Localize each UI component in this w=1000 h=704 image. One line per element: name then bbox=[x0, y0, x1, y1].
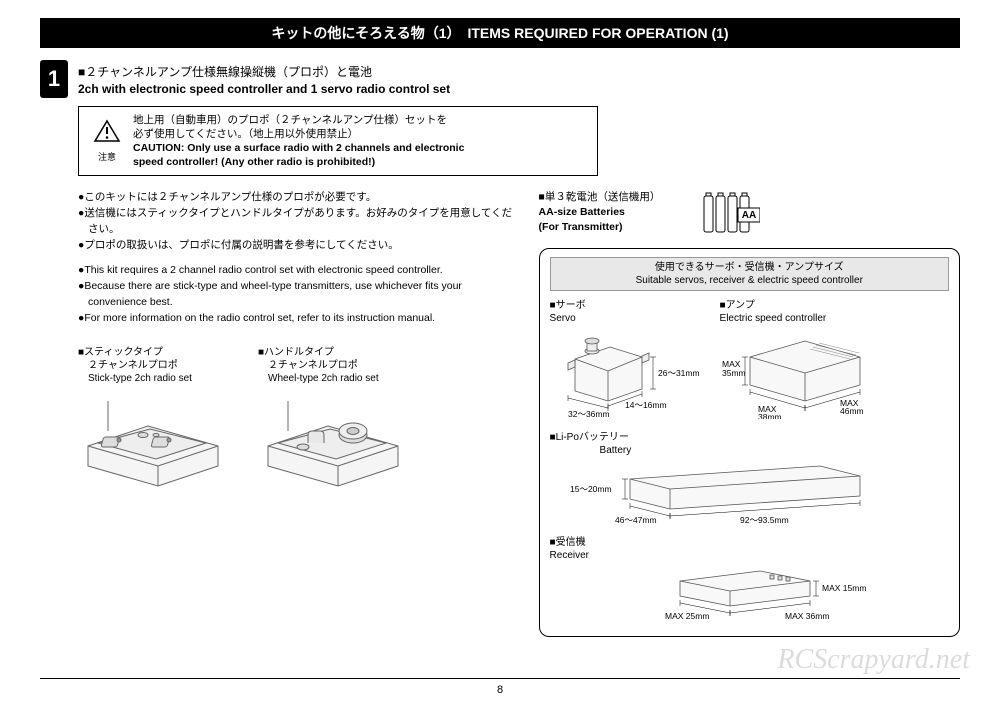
lipo-illustration: 15～20mm 46～47mm 92～93.5mm bbox=[550, 461, 900, 536]
aa-label: AA bbox=[742, 210, 756, 221]
rx-en: Receiver bbox=[550, 549, 949, 562]
warning-triangle-icon bbox=[89, 119, 125, 148]
lipo-en: Battery bbox=[550, 444, 949, 457]
lipo-h: 15～20mm bbox=[570, 484, 612, 494]
stick-radio-item: ■スティックタイプ ２チャンネルプロポ Stick-type 2ch radio… bbox=[78, 346, 228, 496]
esc-illustration: MAX 35mm MAX 38mm MAX 46mm bbox=[720, 329, 890, 419]
stick-radio-illustration bbox=[78, 391, 228, 496]
stick-en: Stick-type 2ch radio set bbox=[78, 372, 228, 385]
main-columns: ●このキットには２チャンネルアンプ仕様のプロポが必要です。 ●送信機にはスティッ… bbox=[40, 190, 960, 637]
lipo-d: 46～47mm bbox=[615, 515, 657, 525]
esc-item: ■アンプ Electric speed controller bbox=[720, 299, 890, 419]
watermark: RCScrapyard.net bbox=[777, 644, 970, 676]
lipo-jp: ■Li-Poバッテリー bbox=[550, 431, 949, 444]
rx-h: MAX 15mm bbox=[822, 583, 866, 593]
bullet-jp-1: ●送信機にはスティックタイプとハンドルタイプがあります。お好みのタイプを用意して… bbox=[78, 206, 521, 238]
bullet-en-1: ●Because there are stick-type and wheel-… bbox=[78, 279, 521, 311]
bullet-jp-2: ●プロポの取扱いは、プロポに付属の説明書を参考にしてください。 bbox=[78, 238, 521, 254]
wheel-en: Wheel-type 2ch radio set bbox=[258, 372, 408, 385]
aa-jp: ■単３乾電池（送信機用） bbox=[539, 190, 661, 205]
receiver-item: ■受信機 Receiver bbox=[550, 536, 949, 626]
bullet-en-2: ●For more information on the radio contr… bbox=[78, 311, 521, 327]
stick-jp2: ２チャンネルプロポ bbox=[78, 359, 228, 372]
aa-en1: AA-size Batteries bbox=[539, 205, 661, 220]
bullet-en-0: ●This kit requires a 2 channel radio con… bbox=[78, 263, 521, 279]
caution-jp2: 必ず使用してください。（地上用以外使用禁止） bbox=[133, 127, 464, 141]
servo-d: 14～16mm bbox=[625, 400, 667, 410]
rx-jp: ■受信機 bbox=[550, 536, 949, 549]
servo-esc-row: ■サーボ Servo bbox=[550, 299, 949, 419]
comp-title-jp: 使用できるサーボ・受信機・アンプサイズ bbox=[557, 261, 942, 274]
section-header: 1 ■２チャンネルアンプ仕様無線操縦機（プロポ）と電池 2ch with ele… bbox=[40, 60, 960, 98]
header-text: ■２チャンネルアンプ仕様無線操縦機（プロポ）と電池 2ch with elect… bbox=[78, 60, 450, 98]
wheel-jp1: ■ハンドルタイプ bbox=[258, 346, 408, 359]
comp-title-en: Suitable servos, receiver & electric spe… bbox=[557, 274, 942, 287]
bullet-jp-0: ●このキットには２チャンネルアンプ仕様のプロポが必要です。 bbox=[78, 190, 521, 206]
component-box: 使用できるサーボ・受信機・アンプサイズ Suitable servos, rec… bbox=[539, 248, 960, 637]
esc-en: Electric speed controller bbox=[720, 312, 890, 325]
caution-text: 地上用（自動車用）のプロポ（２チャンネルアンプ仕様）セットを 必ず使用してくださ… bbox=[133, 113, 464, 170]
stick-jp1: ■スティックタイプ bbox=[78, 346, 228, 359]
servo-en: Servo bbox=[550, 312, 700, 325]
left-column: ●このキットには２チャンネルアンプ仕様のプロポが必要です。 ●送信機にはスティッ… bbox=[40, 190, 521, 637]
esc-jp: ■アンプ bbox=[720, 299, 890, 312]
right-column: ■単３乾電池（送信機用） AA-size Batteries (For Tran… bbox=[539, 190, 960, 637]
lipo-w: 92～93.5mm bbox=[740, 515, 789, 525]
caution-box: 注意 地上用（自動車用）のプロポ（２チャンネルアンプ仕様）セットを 必ず使用して… bbox=[78, 106, 598, 177]
wheel-label: ■ハンドルタイプ ２チャンネルプロポ Wheel-type 2ch radio … bbox=[258, 346, 408, 385]
bullets-en: ●This kit requires a 2 channel radio con… bbox=[78, 263, 521, 326]
wheel-radio-illustration bbox=[258, 391, 408, 496]
page-number: 8 bbox=[0, 684, 1000, 696]
caution-jp1: 地上用（自動車用）のプロポ（２チャンネルアンプ仕様）セットを bbox=[133, 113, 464, 127]
servo-h: 26～31mm bbox=[658, 368, 700, 378]
wheel-radio-item: ■ハンドルタイプ ２チャンネルプロポ Wheel-type 2ch radio … bbox=[258, 346, 408, 496]
caution-icon: 注意 bbox=[89, 119, 125, 163]
lipo-item: ■Li-Poバッテリー Battery 15～20mm bbox=[550, 431, 949, 536]
servo-item: ■サーボ Servo bbox=[550, 299, 700, 419]
step-number: 1 bbox=[40, 60, 68, 98]
caution-label: 注意 bbox=[89, 150, 125, 163]
aa-batteries-illustration: AA bbox=[700, 190, 760, 238]
title-bar: キットの他にそろえる物（1） ITEMS REQUIRED FOR OPERAT… bbox=[40, 18, 960, 48]
aa-section: ■単３乾電池（送信機用） AA-size Batteries (For Tran… bbox=[539, 190, 960, 238]
servo-jp: ■サーボ bbox=[550, 299, 700, 312]
caution-en1: CAUTION: Only use a surface radio with 2… bbox=[133, 141, 464, 155]
servo-illustration: 26～31mm 14～16mm 32～36mm bbox=[550, 329, 700, 419]
rx-d: MAX 25mm bbox=[665, 611, 709, 621]
wheel-jp2: ２チャンネルプロポ bbox=[258, 359, 408, 372]
rx-w: MAX 36mm bbox=[785, 611, 829, 621]
aa-en2: (For Transmitter) bbox=[539, 220, 661, 235]
receiver-illustration: MAX 15mm MAX 25mm MAX 36mm bbox=[550, 566, 900, 626]
caution-en2: speed controller! (Any other radio is pr… bbox=[133, 155, 464, 169]
footer-line bbox=[40, 678, 960, 679]
bullets-jp: ●このキットには２チャンネルアンプ仕様のプロポが必要です。 ●送信機にはスティッ… bbox=[78, 190, 521, 253]
header-en: 2ch with electronic speed controller and… bbox=[78, 81, 450, 98]
aa-text: ■単３乾電池（送信機用） AA-size Batteries (For Tran… bbox=[539, 190, 661, 234]
esc-h2: 35mm bbox=[722, 368, 746, 378]
esc-d2: 38mm bbox=[758, 412, 782, 419]
servo-w: 32～36mm bbox=[568, 409, 610, 419]
header-jp: ■２チャンネルアンプ仕様無線操縦機（プロポ）と電池 bbox=[78, 64, 450, 81]
component-title: 使用できるサーボ・受信機・アンプサイズ Suitable servos, rec… bbox=[550, 257, 949, 291]
radio-row: ■スティックタイプ ２チャンネルプロポ Stick-type 2ch radio… bbox=[78, 346, 521, 496]
esc-w2: 46mm bbox=[840, 406, 864, 416]
stick-label: ■スティックタイプ ２チャンネルプロポ Stick-type 2ch radio… bbox=[78, 346, 228, 385]
